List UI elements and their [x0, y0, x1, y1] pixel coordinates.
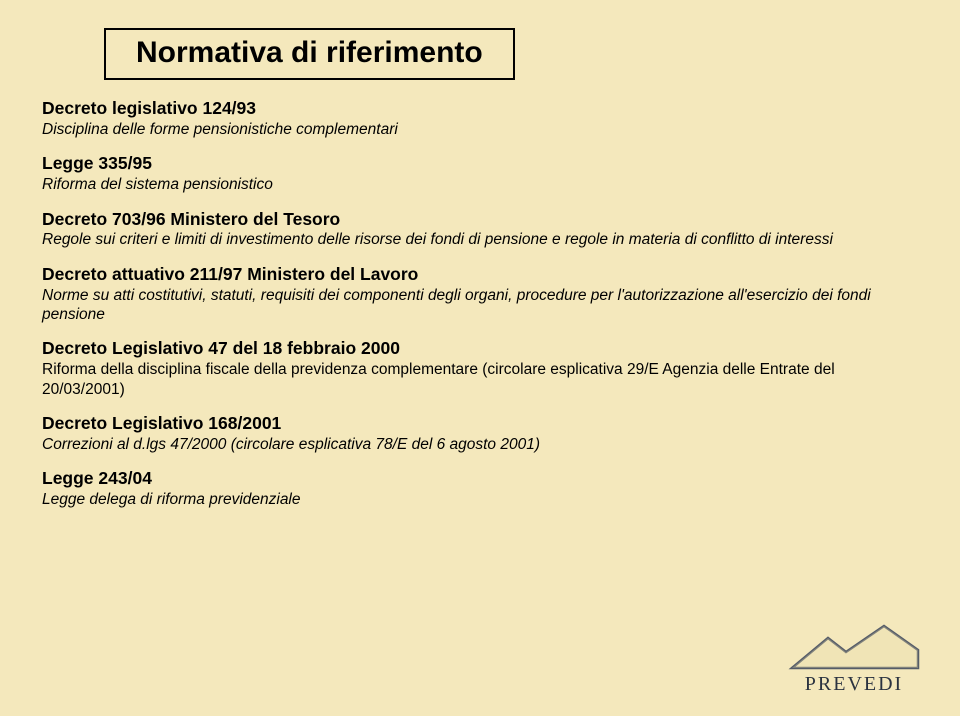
- section: Decreto Legislativo 168/2001 Correzioni …: [42, 413, 918, 454]
- section-desc: Regole sui criteri e limiti di investime…: [42, 230, 918, 249]
- section-desc: Disciplina delle forme pensionistiche co…: [42, 120, 918, 139]
- section: Decreto 703/96 Ministero del Tesoro Rego…: [42, 209, 918, 250]
- section: Decreto legislativo 124/93 Disciplina de…: [42, 98, 918, 139]
- section-head: Legge 335/95: [42, 153, 918, 175]
- logo-text: PREVEDI: [805, 673, 903, 695]
- slide-title: Normativa di riferimento: [136, 36, 483, 69]
- section: Legge 243/04 Legge delega di riforma pre…: [42, 468, 918, 509]
- section-head: Decreto legislativo 124/93: [42, 98, 918, 120]
- section-desc: Riforma del sistema pensionistico: [42, 175, 918, 194]
- section: Decreto attuativo 211/97 Ministero del L…: [42, 264, 918, 325]
- section: Legge 335/95 Riforma del sistema pension…: [42, 153, 918, 194]
- section-desc: Legge delega di riforma previdenziale: [42, 490, 918, 509]
- section-desc: Norme su atti costitutivi, statuti, requ…: [42, 286, 918, 325]
- section-desc: Riforma della disciplina fiscale della p…: [42, 360, 918, 399]
- section-head: Decreto attuativo 211/97 Ministero del L…: [42, 264, 918, 286]
- section-head: Legge 243/04: [42, 468, 918, 490]
- prevedi-logo: PREVEDI: [774, 624, 934, 702]
- section-head: Decreto 703/96 Ministero del Tesoro: [42, 209, 918, 231]
- section-head: Decreto Legislativo 47 del 18 febbraio 2…: [42, 338, 918, 360]
- section-head: Decreto Legislativo 168/2001: [42, 413, 918, 435]
- section: Decreto Legislativo 47 del 18 febbraio 2…: [42, 338, 918, 399]
- slide-title-box: Normativa di riferimento: [104, 28, 515, 80]
- section-desc: Correzioni al d.lgs 47/2000 (circolare e…: [42, 435, 918, 454]
